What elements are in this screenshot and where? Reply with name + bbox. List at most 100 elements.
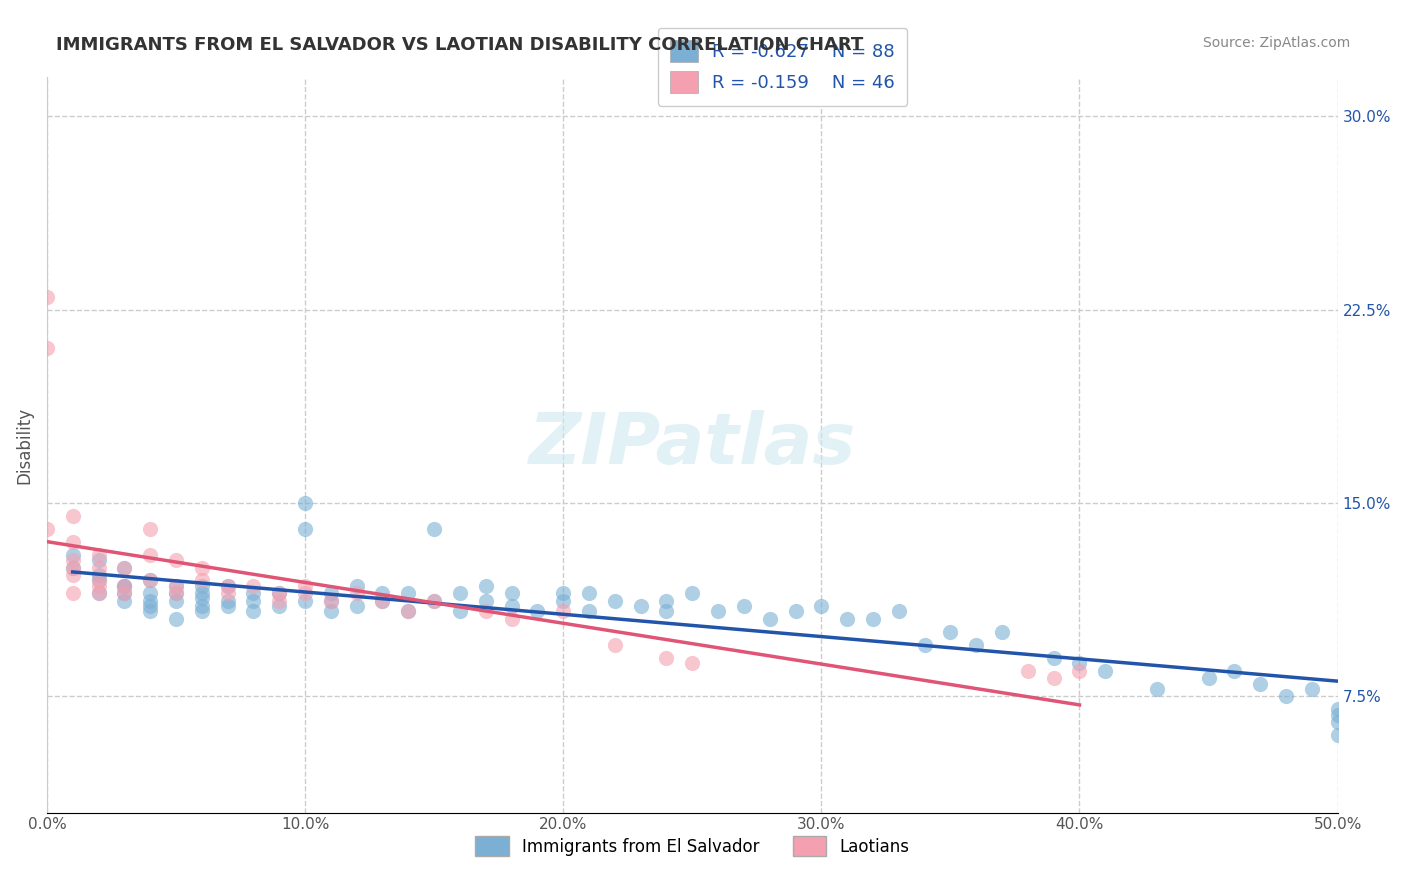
Point — [1326, 707, 1348, 722]
Point — [1094, 664, 1116, 678]
Point — [1069, 664, 1091, 678]
Point — [191, 560, 214, 574]
Point — [862, 612, 884, 626]
Point — [655, 594, 678, 608]
Point — [191, 574, 214, 588]
Point — [87, 560, 110, 574]
Point — [62, 548, 84, 562]
Point — [758, 612, 780, 626]
Point — [269, 594, 291, 608]
Point — [112, 578, 135, 592]
Point — [371, 586, 394, 600]
Point — [553, 594, 575, 608]
Point — [87, 574, 110, 588]
Point — [112, 578, 135, 592]
Point — [87, 578, 110, 592]
Point — [112, 560, 135, 574]
Point — [939, 625, 962, 640]
Point — [449, 586, 471, 600]
Point — [139, 586, 162, 600]
Point — [319, 604, 342, 618]
Point — [681, 586, 703, 600]
Point — [112, 560, 135, 574]
Point — [139, 574, 162, 588]
Point — [346, 586, 368, 600]
Point — [112, 586, 135, 600]
Point — [603, 638, 626, 652]
Point — [733, 599, 755, 614]
Point — [165, 586, 187, 600]
Point — [165, 586, 187, 600]
Point — [165, 553, 187, 567]
Point — [87, 553, 110, 567]
Point — [217, 578, 239, 592]
Point — [139, 599, 162, 614]
Point — [396, 604, 419, 618]
Point — [62, 586, 84, 600]
Point — [191, 604, 214, 618]
Point — [1042, 672, 1064, 686]
Point — [1198, 672, 1220, 686]
Point — [396, 586, 419, 600]
Point — [242, 578, 264, 592]
Point — [87, 568, 110, 582]
Point — [887, 604, 910, 618]
Point — [139, 604, 162, 618]
Point — [346, 578, 368, 592]
Point — [423, 594, 446, 608]
Point — [1249, 676, 1271, 690]
Point — [655, 604, 678, 618]
Point — [35, 290, 58, 304]
Point — [1017, 664, 1039, 678]
Point — [965, 638, 987, 652]
Point — [346, 599, 368, 614]
Y-axis label: Disability: Disability — [15, 407, 32, 483]
Point — [165, 578, 187, 592]
Point — [217, 578, 239, 592]
Point — [87, 574, 110, 588]
Point — [191, 586, 214, 600]
Point — [991, 625, 1014, 640]
Point — [578, 586, 600, 600]
Point — [371, 594, 394, 608]
Point — [112, 594, 135, 608]
Point — [1042, 650, 1064, 665]
Point — [474, 604, 496, 618]
Point — [1326, 715, 1348, 730]
Point — [294, 594, 316, 608]
Point — [501, 586, 523, 600]
Point — [526, 604, 548, 618]
Point — [269, 599, 291, 614]
Point — [837, 612, 859, 626]
Point — [112, 578, 135, 592]
Point — [191, 591, 214, 606]
Point — [217, 599, 239, 614]
Point — [630, 599, 652, 614]
Point — [139, 594, 162, 608]
Point — [62, 560, 84, 574]
Point — [139, 548, 162, 562]
Point — [319, 594, 342, 608]
Point — [165, 594, 187, 608]
Point — [217, 586, 239, 600]
Point — [294, 496, 316, 510]
Point — [112, 586, 135, 600]
Point — [1275, 690, 1298, 704]
Point — [603, 594, 626, 608]
Point — [35, 341, 58, 355]
Point — [1146, 681, 1168, 696]
Point — [62, 560, 84, 574]
Point — [655, 650, 678, 665]
Point — [62, 568, 84, 582]
Text: IMMIGRANTS FROM EL SALVADOR VS LAOTIAN DISABILITY CORRELATION CHART: IMMIGRANTS FROM EL SALVADOR VS LAOTIAN D… — [56, 36, 863, 54]
Point — [449, 604, 471, 618]
Point — [269, 586, 291, 600]
Point — [269, 586, 291, 600]
Point — [785, 604, 807, 618]
Point — [242, 586, 264, 600]
Point — [242, 604, 264, 618]
Point — [165, 578, 187, 592]
Point — [139, 574, 162, 588]
Point — [501, 599, 523, 614]
Point — [35, 522, 58, 536]
